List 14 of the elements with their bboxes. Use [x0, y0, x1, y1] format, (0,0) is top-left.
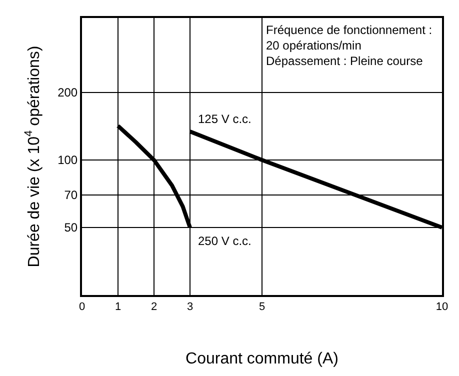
y-tick-label: 100 [58, 153, 78, 168]
series-label: 125 V c.c. [198, 112, 252, 126]
x-axis-title: Courant commuté (A) [186, 350, 338, 368]
x-tick-label: 0 [78, 301, 86, 314]
y-tick-label: 50 [64, 220, 78, 235]
annotation: Fréquence de fonctionnement : 20 opérations/min Dépassement : Pleine course [266, 23, 432, 68]
x-tick-label: 2 [150, 301, 158, 314]
y-tick-label: 70 [64, 188, 78, 202]
y-tick-label: 200 [58, 86, 78, 100]
x-tick-label: 3 [186, 301, 194, 314]
series-label: 250 V c.c. [198, 234, 252, 248]
x-tick-label: 10 [436, 301, 448, 314]
x-tick-label: 1 [114, 301, 122, 314]
x-tick-label: 5 [258, 301, 266, 314]
